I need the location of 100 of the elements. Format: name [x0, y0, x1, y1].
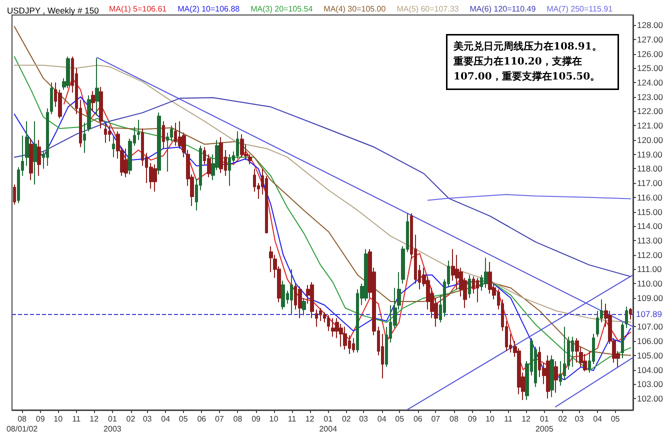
x-tick-label: 12	[90, 414, 100, 424]
x-tick-label: 04	[593, 414, 603, 424]
candlestick	[137, 119, 140, 140]
candlestick	[162, 120, 165, 150]
chart-title: USDJPY , Weekly # 150	[7, 6, 100, 16]
candlestick	[50, 82, 53, 115]
y-tick-label: 110.00	[637, 278, 663, 289]
candlestick	[484, 257, 488, 288]
x-tick-label: 11	[288, 414, 297, 424]
y-tick-label: 103.00	[637, 379, 664, 390]
candlestick	[95, 58, 99, 116]
candlestick	[546, 354, 550, 400]
text: MA(5) 60=107.33	[396, 4, 460, 14]
y-tick-label: 105.00	[637, 350, 664, 360]
y-tick-label: 128.00	[637, 20, 664, 30]
candlestick	[343, 326, 347, 350]
y-tick-label: 109.00	[637, 292, 664, 303]
y-tick-label: 107.00	[637, 322, 664, 332]
x-tick-label: 01 2003	[104, 414, 122, 434]
candlestick	[331, 318, 335, 338]
y-tick-label: 111.00	[637, 264, 662, 274]
candlestick	[468, 274, 471, 298]
candlestick	[621, 322, 624, 359]
y-tick-label: 118.00	[637, 164, 663, 174]
candlestick	[104, 122, 107, 144]
candlestick	[476, 277, 479, 303]
candlestick	[228, 154, 231, 186]
candlestick	[571, 336, 574, 368]
text: MA(4) 30=105.00	[324, 4, 386, 14]
text: MA(7) 250=115.91	[546, 4, 614, 14]
y-tick-label: 123.00	[637, 92, 664, 102]
x-tick-label: 10	[54, 414, 64, 424]
y-tick-label: 119.00	[637, 149, 663, 160]
candlestick	[302, 297, 306, 316]
x-tick-label: 10	[486, 414, 496, 424]
ref-line-label: 107.89	[636, 308, 662, 319]
candlestick	[290, 268, 293, 316]
candlestick	[124, 148, 128, 178]
candlestick	[315, 308, 318, 328]
candlestick	[240, 134, 244, 158]
candlestick	[87, 94, 91, 132]
x-tick-label: 05	[395, 414, 405, 424]
candlestick	[99, 86, 103, 129]
y-tick-label: 104.00	[637, 364, 664, 375]
y-tick-label: 114.00	[637, 221, 663, 232]
text: MA(6) 120=110.49	[470, 4, 536, 14]
y-tick-label: 122.00	[637, 106, 664, 116]
candlestick	[37, 139, 41, 176]
x-tick-label: 08	[233, 414, 243, 424]
y-tick-label: 121.00	[637, 120, 664, 131]
y-tick-label: 124.00	[637, 78, 664, 88]
x-tick-label: 04	[377, 414, 387, 424]
x-tick-label: 05	[610, 414, 620, 424]
x-tick-label: 02	[558, 414, 568, 424]
candlestick	[352, 338, 355, 354]
x-tick-label: 09	[252, 414, 262, 424]
x-tick-label: 07	[431, 414, 441, 424]
candlestick	[327, 314, 330, 332]
candlestick	[33, 120, 37, 185]
y-tick-label: 125.00	[637, 63, 664, 74]
y-tick-label: 115.00	[637, 206, 663, 217]
x-tick-label: 09	[36, 414, 46, 424]
candlestick	[108, 125, 111, 142]
x-tick-label: 12	[305, 414, 315, 424]
candlestick	[25, 120, 29, 166]
x-tick-label: 11	[504, 414, 514, 424]
x-tick-label: 12	[522, 414, 532, 424]
y-tick-label: 102.00	[637, 394, 664, 404]
x-tick-label: 10	[269, 414, 279, 424]
y-tick-label: 120.00	[637, 134, 664, 145]
candlestick	[46, 108, 49, 166]
x-tick-label: 01 2005	[535, 414, 554, 434]
candlestick	[629, 308, 632, 320]
candlestick	[310, 282, 314, 319]
y-tick-label: 126.00	[637, 48, 664, 59]
text: MA(1) 5=106.61	[109, 4, 168, 14]
text: MA(2) 10=106.88	[178, 4, 240, 14]
candlestick	[29, 138, 33, 181]
x-tick-label: 08	[450, 414, 459, 424]
annotation: 美元兑日元周线压力在108.91。重要压力在110.20，支撑在107.00，重要支撑在105.50。	[452, 40, 602, 82]
candlestick	[157, 112, 161, 175]
x-tick-label: 05	[178, 414, 188, 424]
x-tick-label: 06	[197, 414, 207, 424]
line-series	[14, 64, 632, 322]
candlestick	[298, 286, 302, 319]
x-tick-label: 03	[574, 414, 584, 424]
y-tick-label: 106.00	[637, 336, 664, 346]
y-tick-label: 113.00	[637, 236, 663, 246]
candlestick	[91, 90, 95, 112]
x-tick-label: 11	[72, 414, 82, 424]
candlestick	[219, 136, 223, 174]
x-tick-label: 09	[468, 414, 478, 424]
candlestick	[554, 360, 558, 394]
x-tick-label: 03	[142, 414, 152, 424]
y-tick-label: 127.00	[637, 34, 664, 44]
candlestick	[83, 122, 86, 154]
candlestick	[364, 248, 368, 302]
x-tick-label: 04	[161, 414, 171, 424]
y-tick-label: 117.00	[637, 178, 663, 188]
candlestick	[550, 354, 554, 398]
